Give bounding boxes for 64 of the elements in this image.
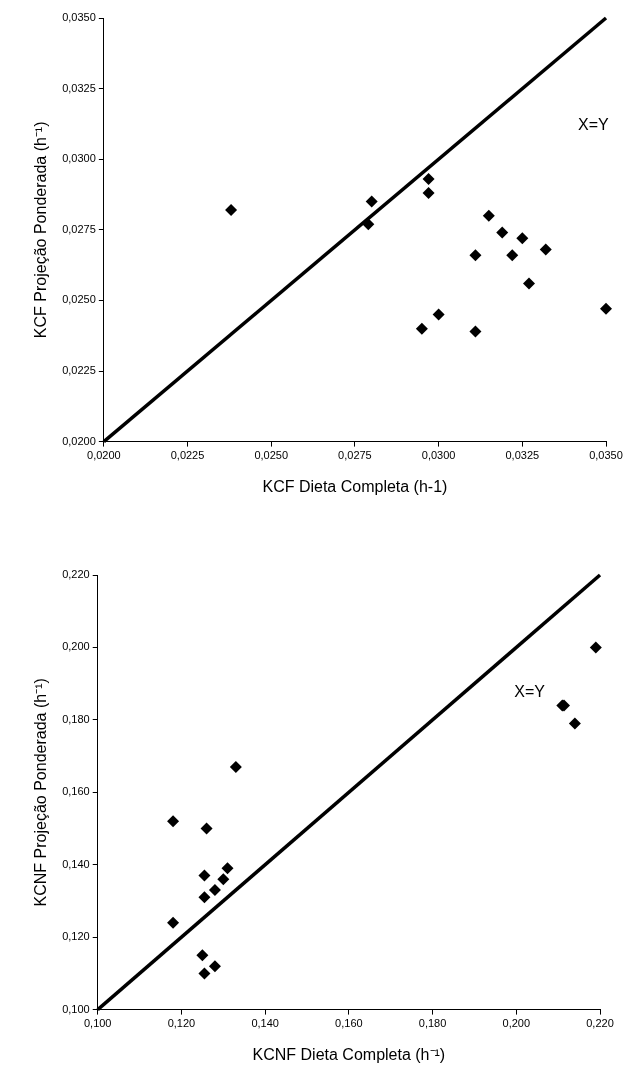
x-tick-label: 0,0275 xyxy=(338,449,372,462)
x-axis-title: KCF Dieta Completa (h-1) xyxy=(262,477,448,495)
y-tick-label: 0,0325 xyxy=(62,81,96,94)
y-tick-label: 0,100 xyxy=(62,1002,90,1015)
x-tick-label: 0,0325 xyxy=(505,449,540,462)
y-tick-label: 0,0300 xyxy=(62,152,96,165)
y-axis-title: KCF Projeção Ponderada (h⁻¹) xyxy=(32,121,50,339)
point xyxy=(469,325,482,338)
point xyxy=(208,884,221,897)
y-axis-title: KCNF Projeção Ponderada (h⁻¹) xyxy=(32,678,50,907)
y-tick-label: 0,0250 xyxy=(62,293,96,306)
point xyxy=(415,322,428,335)
point xyxy=(496,226,509,239)
annotation: X=Y xyxy=(578,116,610,134)
point xyxy=(482,209,495,222)
y-tick-label: 0,160 xyxy=(62,785,90,798)
point xyxy=(516,232,529,245)
x-tick-label: 0,0350 xyxy=(589,449,623,462)
point xyxy=(198,869,211,882)
point xyxy=(422,172,435,185)
x-tick-label: 0,0200 xyxy=(87,449,121,462)
point xyxy=(229,760,242,773)
x-tick-label: 0,200 xyxy=(502,1017,531,1030)
y-tick-label: 0,0275 xyxy=(62,222,96,235)
x-tick-label: 0,220 xyxy=(586,1017,614,1030)
point xyxy=(167,916,180,929)
point xyxy=(196,949,209,962)
x-tick-label: 0,0300 xyxy=(421,449,456,462)
point xyxy=(365,195,378,208)
x-tick-label: 0,120 xyxy=(167,1017,196,1030)
x-axis-title: KCNF Dieta Completa (h⁻¹) xyxy=(252,1045,446,1063)
x-tick-label: 0,160 xyxy=(335,1017,363,1030)
point xyxy=(225,204,238,217)
point xyxy=(523,277,535,290)
x-tick-label: 0,100 xyxy=(83,1017,112,1030)
x-tick-label: 0,140 xyxy=(251,1017,279,1030)
point xyxy=(198,967,211,980)
point xyxy=(221,862,234,875)
point xyxy=(506,249,519,262)
point xyxy=(200,822,213,835)
y-tick-label: 0,140 xyxy=(62,857,90,870)
point xyxy=(469,249,482,262)
annotation: X=Y xyxy=(514,682,546,700)
x-tick-label: 0,180 xyxy=(418,1017,447,1030)
point xyxy=(432,308,445,321)
point xyxy=(589,641,602,654)
y-tick-label: 0,120 xyxy=(62,930,90,943)
point xyxy=(198,891,211,904)
y-tick-label: 0,220 xyxy=(62,568,90,581)
point xyxy=(539,243,552,256)
y-tick-label: 0,180 xyxy=(62,712,90,725)
point xyxy=(208,960,221,973)
y-tick-label: 0,200 xyxy=(62,640,90,653)
y-tick-label: 0,0225 xyxy=(62,364,96,377)
point xyxy=(600,302,612,315)
y-tick-label: 0,0200 xyxy=(62,434,96,447)
x-tick-label: 0,0225 xyxy=(170,449,205,462)
point xyxy=(217,873,230,886)
point xyxy=(362,218,375,231)
x-tick-label: 0,0250 xyxy=(254,449,289,462)
point xyxy=(568,717,581,730)
point xyxy=(422,187,435,200)
point xyxy=(167,815,180,828)
y-tick-label: 0,0350 xyxy=(62,11,96,24)
